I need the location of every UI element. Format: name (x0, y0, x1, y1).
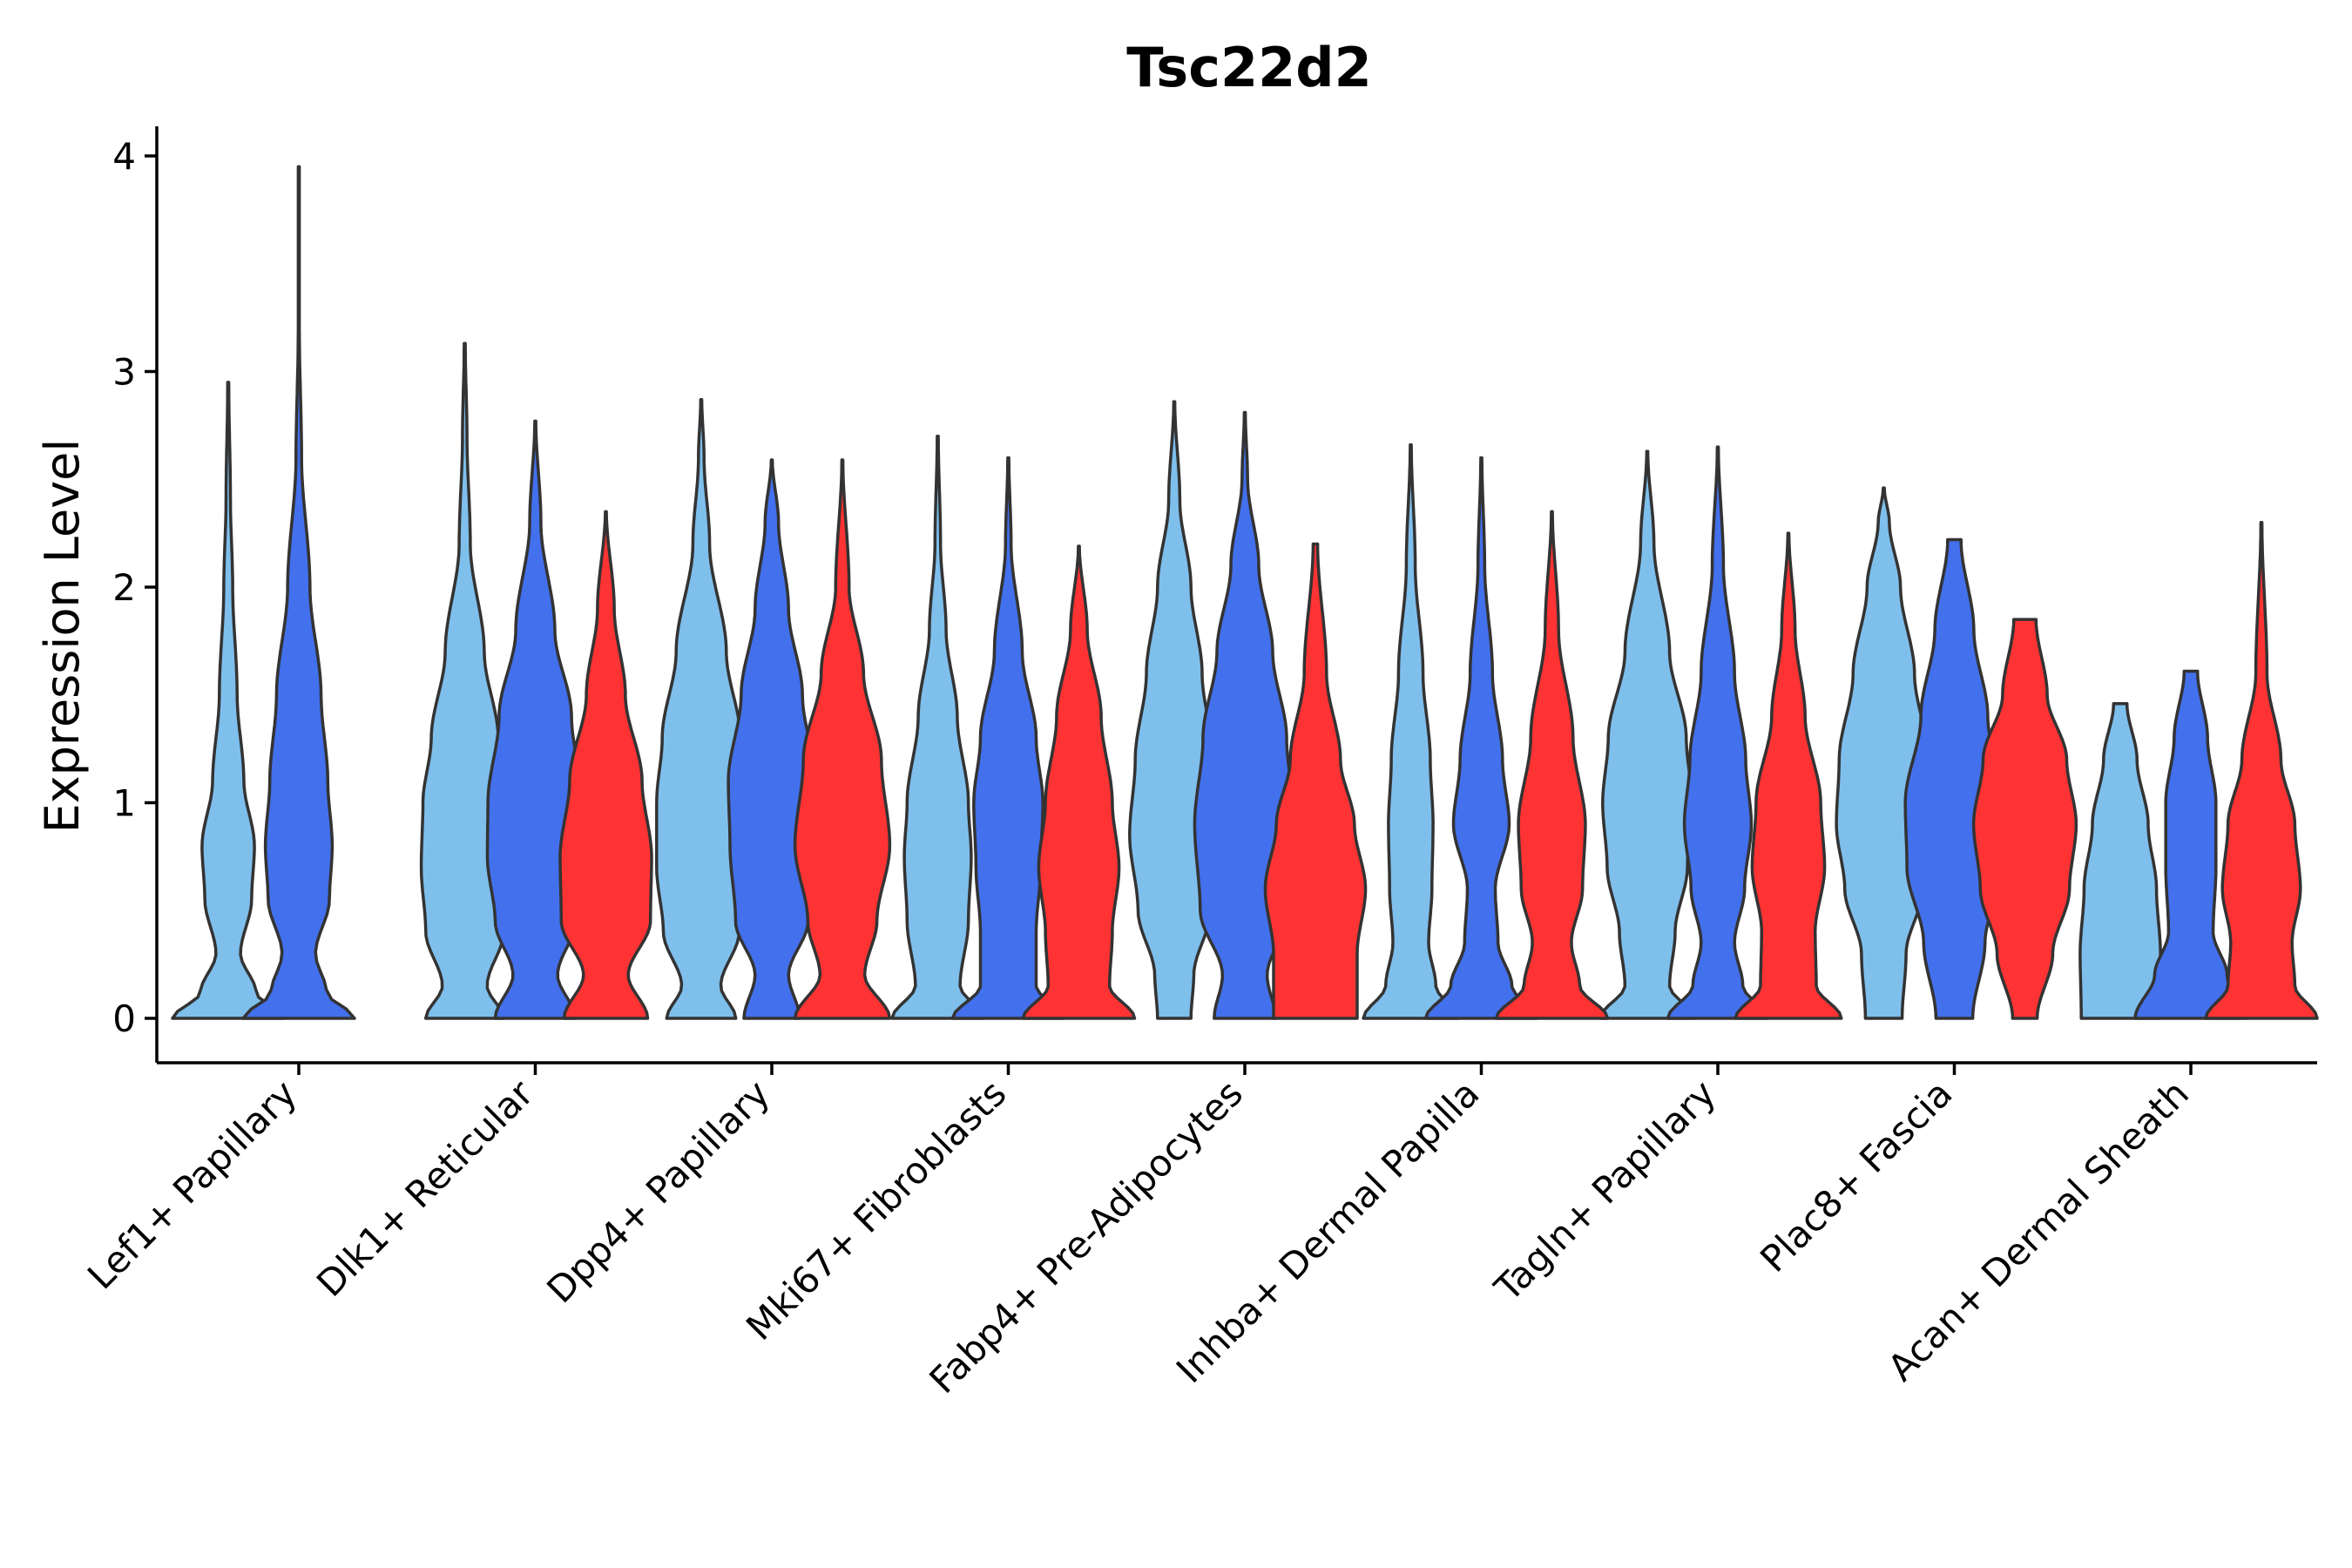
y-tick-label: 4 (112, 135, 136, 178)
violin-group-2-0 (241, 165, 356, 1020)
violin-group-3-6 (1734, 531, 1843, 1020)
violin-group-3-5 (1494, 510, 1610, 1020)
y-axis-label: Expression Level (35, 439, 90, 834)
violin-group-3-2 (793, 458, 892, 1020)
y-axis: 0 1 2 3 4 (112, 126, 159, 1063)
violins (171, 165, 2319, 1020)
violin-group-3-4 (1263, 542, 1368, 1020)
violin-group-2-8 (2133, 669, 2248, 1020)
y-tick-label: 3 (112, 351, 136, 394)
violin-group-3-1 (558, 510, 653, 1020)
violin-group-1-2 (655, 397, 747, 1020)
violin-group-2-5 (1423, 456, 1539, 1020)
violin-group-1-0 (171, 381, 286, 1020)
violin-group-3-3 (1021, 544, 1137, 1020)
y-tick-label: 0 (112, 997, 136, 1040)
chart-title: Tsc22d2 (1126, 36, 1372, 99)
violin-group-1-3 (890, 435, 985, 1020)
x-tick-label: Lef1+ Papillary (79, 1071, 305, 1297)
violin-group-2-6 (1666, 445, 1770, 1020)
violin-group-3-8 (2204, 521, 2319, 1020)
violin-group-3-7 (1971, 618, 2078, 1020)
y-tick-label: 2 (112, 566, 136, 609)
x-tick-label: Plac8+ Fascia (1752, 1071, 1960, 1280)
x-tick-label: Dpp4+ Papillary (538, 1071, 778, 1311)
x-tick-label: Tagln+ Papillary (1486, 1071, 1724, 1309)
plot-area: 0 1 2 3 4 Lef1+ Papillary Dlk1+ ReticularDpp4… (79, 126, 2319, 1402)
x-tick-label: Mki67+ Fibroblasts (738, 1071, 1014, 1348)
violin-group-2-2 (727, 458, 817, 1020)
violin-group-1-8 (2078, 701, 2162, 1020)
violin-group-1-6 (1598, 449, 1697, 1020)
violin-group-1-5 (1362, 443, 1460, 1020)
y-tick-label: 1 (112, 782, 136, 825)
x-tick-label: Dlk1+ Reticular (308, 1071, 542, 1305)
